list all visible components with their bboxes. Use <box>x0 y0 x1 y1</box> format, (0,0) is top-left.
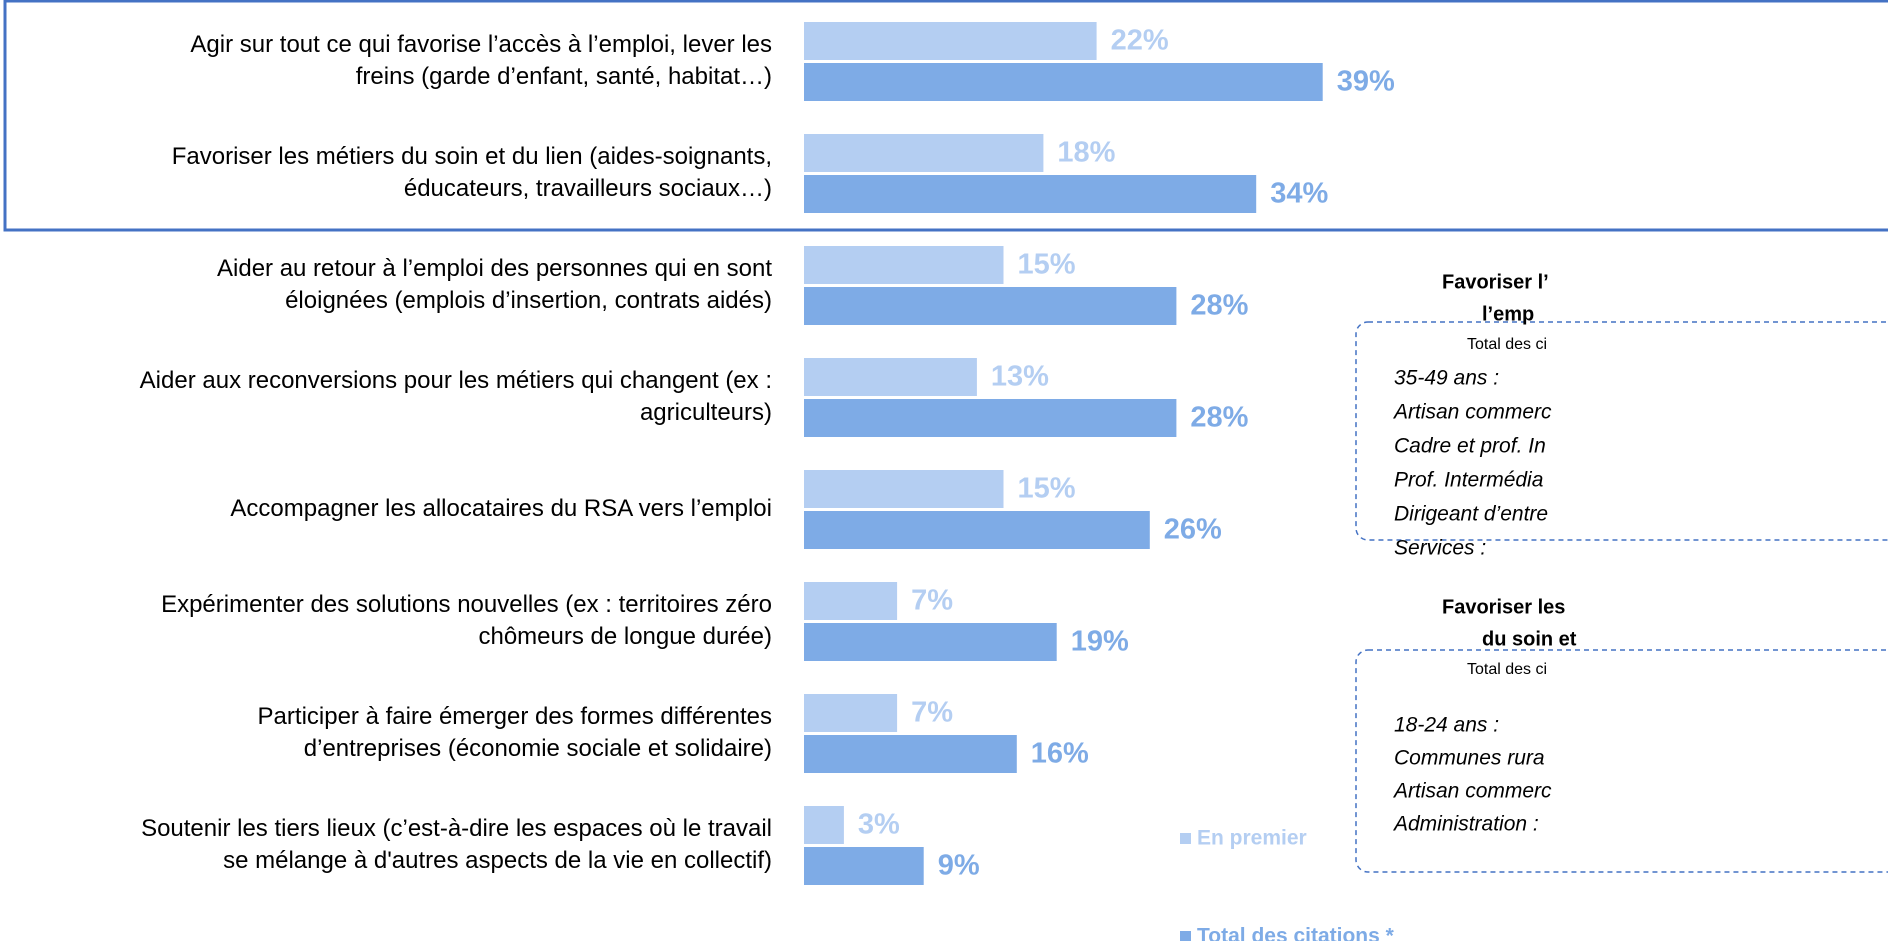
bar <box>804 22 1097 60</box>
value-label: 18% <box>1057 137 1115 169</box>
bar <box>804 399 1177 437</box>
value-label: 19% <box>1071 626 1129 658</box>
value-label: 28% <box>1190 290 1248 322</box>
category-label: Soutenir les tiers lieux (c’est-à-dire l… <box>141 815 772 842</box>
panel-subtitle: Total des ci <box>1467 661 1547 678</box>
panel-title: Favoriser l’ <box>1442 271 1549 293</box>
panel-item: Prof. Intermédia <box>1394 469 1543 492</box>
category-label: Aider aux reconversions pour les métiers… <box>140 367 772 394</box>
bar <box>804 847 924 885</box>
bar <box>804 623 1057 661</box>
legend-swatch <box>1180 931 1191 941</box>
value-label: 26% <box>1164 514 1222 546</box>
panel-box <box>1355 649 1888 873</box>
category-label: éducateurs, travailleurs sociaux…) <box>404 175 772 202</box>
value-label: 15% <box>1018 473 1076 505</box>
panel-item: Communes rura <box>1394 747 1545 770</box>
panel-item: Artisan commerc <box>1392 401 1552 424</box>
category-label: Expérimenter des solutions nouvelles (ex… <box>161 591 772 618</box>
category-label: Aider au retour à l’emploi des personnes… <box>217 255 772 282</box>
value-label: 13% <box>991 361 1049 393</box>
value-label: 22% <box>1111 25 1169 57</box>
panel-subtitle: Total des ci <box>1467 336 1547 353</box>
panel-box <box>1355 321 1888 541</box>
category-label: agriculteurs) <box>640 399 772 426</box>
bar <box>804 694 898 732</box>
panel-item: Artisan commerc <box>1392 780 1552 803</box>
highlight-frame <box>3 0 1888 232</box>
category-label: se mélange à d'autres aspects de la vie … <box>223 847 772 874</box>
panel-item: Services : <box>1394 537 1486 560</box>
panel-title: du soin et <box>1482 628 1577 650</box>
legend-label: Total des citations * <box>1197 925 1395 941</box>
panel-item: Administration : <box>1392 813 1539 836</box>
bar <box>804 806 844 844</box>
value-label: 7% <box>911 697 953 729</box>
category-label: éloignées (emplois d’insertion, contrats… <box>285 287 772 314</box>
panel-item: 18-24 ans : <box>1394 714 1499 737</box>
bar <box>804 511 1150 549</box>
category-label: Agir sur tout ce qui favorise l’accès à … <box>190 31 772 58</box>
value-label: 9% <box>938 850 980 882</box>
panel-item: 35-49 ans : <box>1394 367 1499 390</box>
panel-title: l’emp <box>1482 303 1534 325</box>
bar <box>804 246 1004 284</box>
panel-title: Favoriser les <box>1442 596 1565 618</box>
panel-item: Dirigeant d’entre <box>1394 503 1548 526</box>
bar <box>804 287 1177 325</box>
value-label: 16% <box>1031 738 1089 770</box>
bar <box>804 582 898 620</box>
legend-label: En premier <box>1197 827 1307 850</box>
category-label: d’entreprises (économie sociale et solid… <box>304 735 772 762</box>
bar <box>804 175 1257 213</box>
bar <box>804 735 1017 773</box>
bar <box>804 63 1323 101</box>
category-label: Participer à faire émerger des formes di… <box>258 703 772 730</box>
value-label: 15% <box>1018 249 1076 281</box>
bar <box>804 470 1004 508</box>
category-label: freins (garde d’enfant, santé, habitat…) <box>356 63 772 90</box>
value-label: 34% <box>1270 178 1328 210</box>
bar <box>804 358 977 396</box>
value-label: 7% <box>911 585 953 617</box>
value-label: 39% <box>1337 66 1395 98</box>
category-label: Favoriser les métiers du soin et du lien… <box>172 143 772 170</box>
bar <box>804 134 1044 172</box>
panel-item: Cadre et prof. In <box>1394 435 1546 458</box>
legend-swatch <box>1180 833 1191 844</box>
value-label: 3% <box>858 809 900 841</box>
value-label: 28% <box>1190 402 1248 434</box>
category-label: Accompagner les allocataires du RSA vers… <box>230 495 772 522</box>
category-label: chômeurs de longue durée) <box>478 623 772 650</box>
